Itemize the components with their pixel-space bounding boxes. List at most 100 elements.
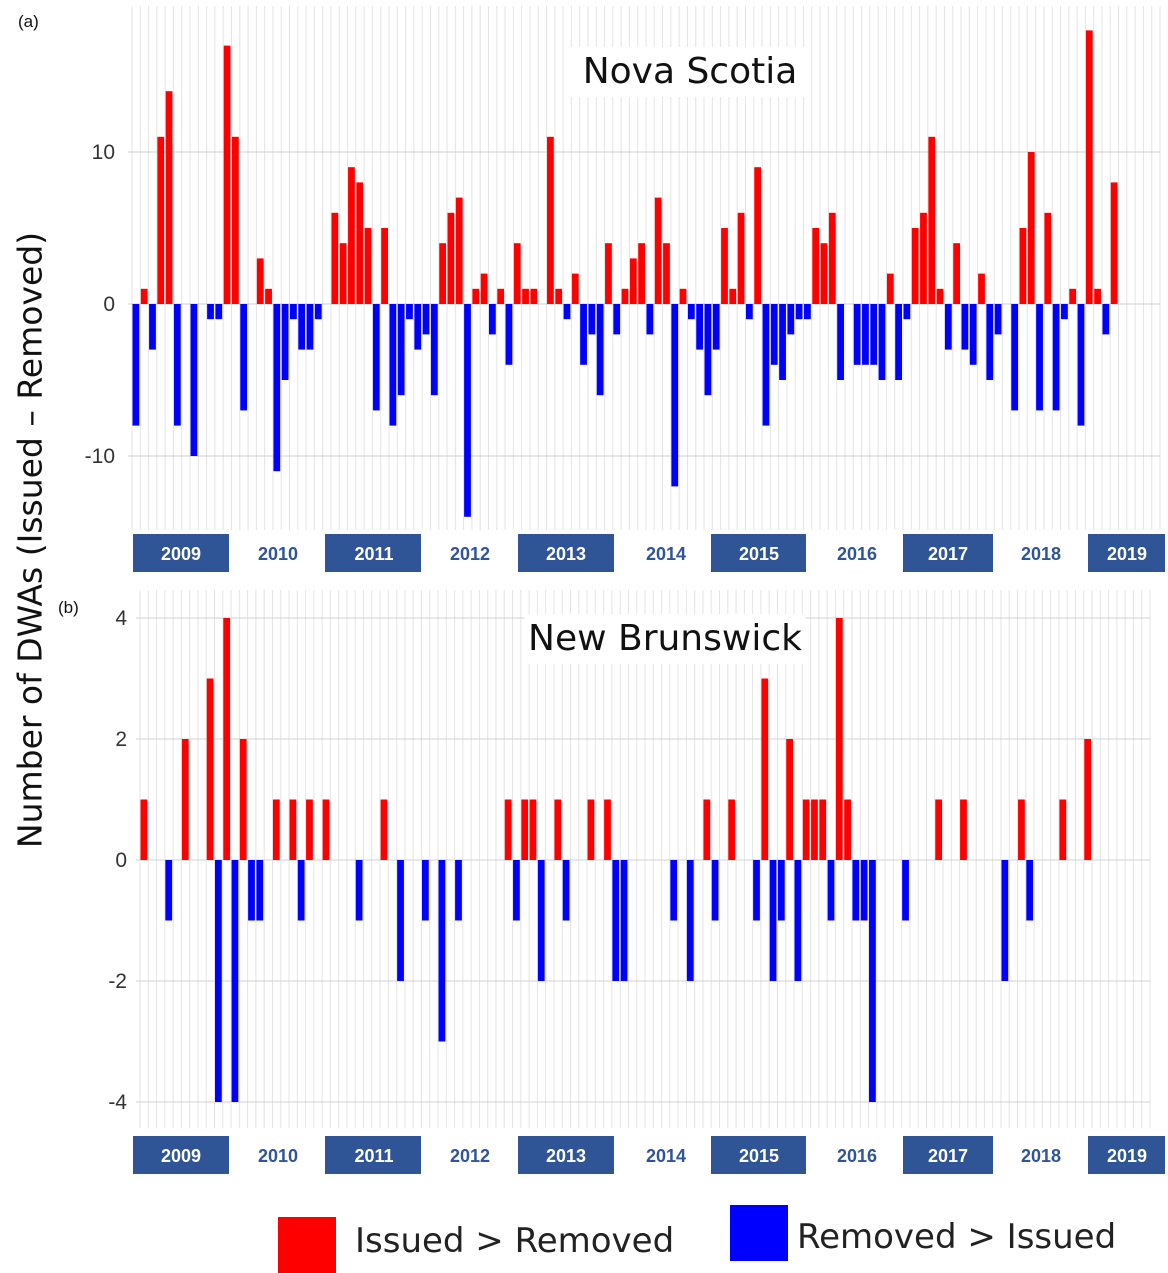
bar: [638, 243, 645, 304]
bar: [1077, 304, 1085, 426]
bar: [464, 304, 471, 517]
bar: [149, 304, 156, 350]
bar: [380, 799, 388, 860]
bar: [505, 304, 513, 365]
bar: [869, 860, 876, 1102]
bar: [737, 212, 745, 304]
bar: [414, 304, 422, 350]
legend-swatch-removed: [730, 1205, 788, 1261]
bar: [406, 304, 413, 320]
bar: [853, 304, 861, 365]
bar: [430, 304, 438, 396]
bar: [438, 860, 446, 1042]
y-tick-label: -10: [85, 445, 115, 468]
year-label: 2013: [546, 544, 586, 564]
year-band: [1088, 534, 1165, 572]
bar: [273, 304, 281, 472]
bar: [795, 304, 803, 320]
bar: [994, 304, 1002, 335]
bar: [820, 243, 828, 304]
chart-panel-nova-scotia: 10 0 -10 Nova Scotia 2009 2010 2011 2012 2013 201…: [85, 6, 1168, 574]
bar: [753, 860, 760, 921]
bar: [355, 860, 363, 921]
year-band: [133, 1136, 229, 1174]
bar: [804, 304, 811, 320]
year-label: 2012: [450, 1146, 490, 1166]
bar: [837, 304, 844, 380]
bar: [620, 860, 628, 981]
chart-title: New Brunswick: [528, 618, 802, 659]
bar: [679, 288, 687, 304]
bar: [835, 618, 843, 860]
year-band: [518, 1136, 614, 1174]
bar: [422, 304, 430, 335]
bar: [588, 304, 596, 335]
bar: [761, 678, 769, 860]
y-tick-label: 4: [115, 607, 127, 630]
bar: [862, 304, 869, 365]
bar: [944, 304, 952, 350]
bar: [1027, 152, 1035, 304]
bar: [306, 304, 314, 350]
bar: [762, 304, 770, 426]
bar: [421, 860, 429, 921]
bar: [289, 799, 297, 860]
bar: [455, 860, 462, 921]
bar: [389, 304, 397, 426]
bar: [339, 243, 347, 304]
y-tick-label: 0: [115, 849, 127, 872]
year-axis-background: [128, 532, 1168, 574]
bar: [547, 136, 554, 304]
year-label: 2014: [646, 1146, 686, 1166]
bar: [571, 273, 579, 304]
bar: [852, 860, 860, 921]
bar: [381, 228, 388, 304]
bar: [537, 860, 545, 981]
bar: [786, 739, 794, 860]
bar: [587, 799, 595, 860]
bar: [754, 167, 762, 304]
bar: [364, 228, 372, 304]
year-label: 2019: [1107, 1146, 1147, 1166]
bar: [356, 182, 364, 304]
bar: [472, 288, 480, 304]
year-band: [325, 1136, 421, 1174]
year-label: 2010: [258, 544, 298, 564]
bar: [397, 304, 405, 396]
bar: [206, 678, 214, 860]
year-band: [903, 534, 993, 572]
bar: [223, 45, 231, 304]
bar: [902, 860, 909, 921]
year-label: 2011: [354, 544, 393, 564]
bar: [223, 618, 231, 860]
year-label: 2017: [928, 1146, 968, 1166]
y-axis-label-container: Number of DWAs (Issued – Removed): [0, 0, 60, 1272]
bar: [306, 799, 313, 860]
title-background: [524, 614, 806, 664]
bar: [207, 304, 214, 320]
year-label: 2018: [1021, 544, 1061, 564]
bar: [1069, 288, 1077, 304]
bar: [297, 860, 305, 921]
bar: [1084, 739, 1092, 860]
bar: [596, 304, 604, 396]
bar: [504, 799, 512, 860]
bar: [522, 288, 529, 304]
bar: [314, 304, 322, 320]
legend-swatch-issued: [278, 1217, 336, 1273]
bar: [1019, 228, 1027, 304]
legend: Issued > Removed Removed > Issued: [0, 1195, 1168, 1273]
y-axis-label: Number of DWAs (Issued – Removed): [10, 231, 50, 849]
bar: [322, 799, 330, 860]
y-tick-label: -2: [108, 970, 127, 993]
bar: [563, 304, 571, 320]
panel-a-label: (a): [18, 12, 39, 31]
bar: [480, 273, 488, 304]
bar: [953, 243, 961, 304]
bar: [298, 304, 306, 350]
bar: [140, 799, 148, 860]
bar: [819, 799, 827, 860]
bar: [190, 304, 198, 456]
bar: [928, 136, 936, 304]
